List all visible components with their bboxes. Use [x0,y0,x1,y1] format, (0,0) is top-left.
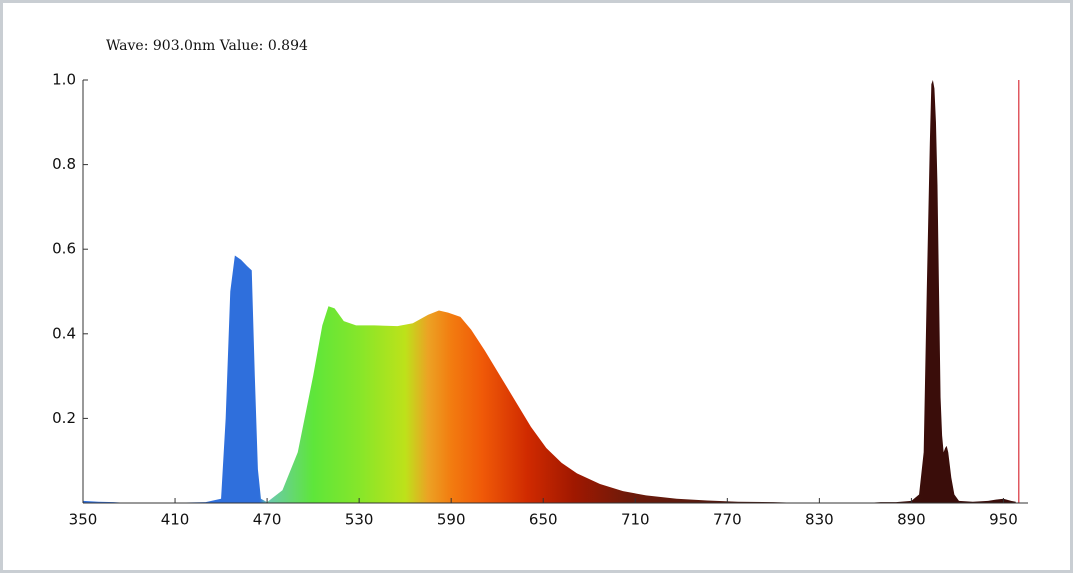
x-tick-label: 830 [805,511,834,529]
spectrum-area [83,80,1016,503]
y-tick-label: 0.4 [52,324,76,342]
x-tick-label: 410 [161,511,190,529]
x-tick-label: 470 [253,511,282,529]
y-tick-label: 0.6 [52,240,76,258]
x-tick-label: 770 [713,511,742,529]
x-tick-label: 590 [437,511,466,529]
x-tick-label: 350 [69,511,98,529]
y-tick-label: 0.8 [52,155,76,173]
y-tick-label: 0.2 [52,409,76,427]
x-tick-label: 530 [345,511,374,529]
x-tick-label: 650 [529,511,558,529]
x-tick-label: 950 [989,511,1018,529]
x-tick-label: 710 [621,511,650,529]
chart: Wave: 903.0nm Value: 0.894 0.2 0.4 0.6 0.8 1… [52,38,1028,529]
cursor-readout: Wave: 903.0nm Value: 0.894 [106,38,308,54]
y-tick-label: 1.0 [52,71,76,89]
x-tick-label: 890 [897,511,926,529]
